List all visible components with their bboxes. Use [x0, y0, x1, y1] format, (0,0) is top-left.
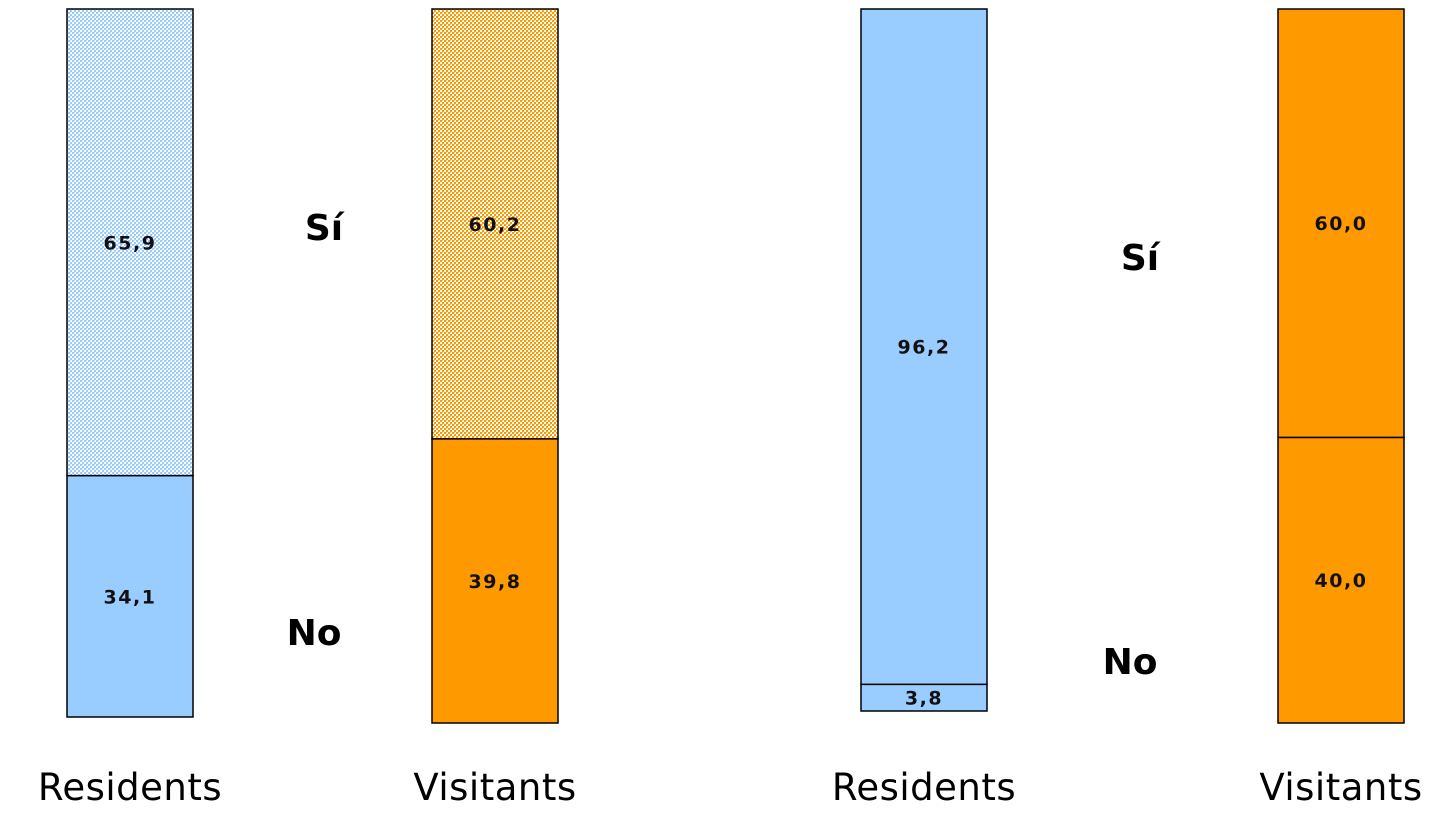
category-label-1-visitants: Visitants	[1259, 766, 1422, 809]
bar-0-residents-si	[66, 8, 194, 477]
data-label-1-residents-no: 3,8	[905, 688, 943, 710]
side-label-1-bottom: No	[1103, 642, 1158, 683]
bar-0-visitants-si	[431, 8, 559, 440]
bar-1-residents-no	[860, 683, 988, 712]
side-label-0-bottom: No	[287, 613, 342, 654]
bar-1-residents-si	[860, 8, 988, 686]
category-label-1-residents: Residents	[832, 766, 1016, 809]
chart-marks: 34,1 65,9 Residents 39,8 60,2 Visitants Sí No 3,…	[38, 8, 1422, 809]
bar-1-visitants-no	[1277, 436, 1405, 724]
side-label-1-top: Sí	[1121, 238, 1161, 279]
data-label-1-visitants-no: 40,0	[1315, 570, 1368, 592]
data-label-0-visitants-si: 60,2	[469, 214, 522, 236]
category-label-0-residents: Residents	[38, 766, 222, 809]
bar-1-visitants-si	[1277, 8, 1405, 439]
data-label-1-visitants-si: 60,0	[1315, 213, 1368, 235]
bar-0-residents-no	[66, 474, 194, 718]
data-label-0-residents-no: 34,1	[104, 586, 157, 608]
category-label-0-visitants: Visitants	[413, 766, 576, 809]
side-label-0-top: Sí	[305, 208, 345, 249]
data-label-0-residents-si: 65,9	[104, 232, 157, 254]
data-label-1-residents-si: 96,2	[898, 337, 951, 359]
data-label-0-visitants-no: 39,8	[469, 571, 522, 593]
